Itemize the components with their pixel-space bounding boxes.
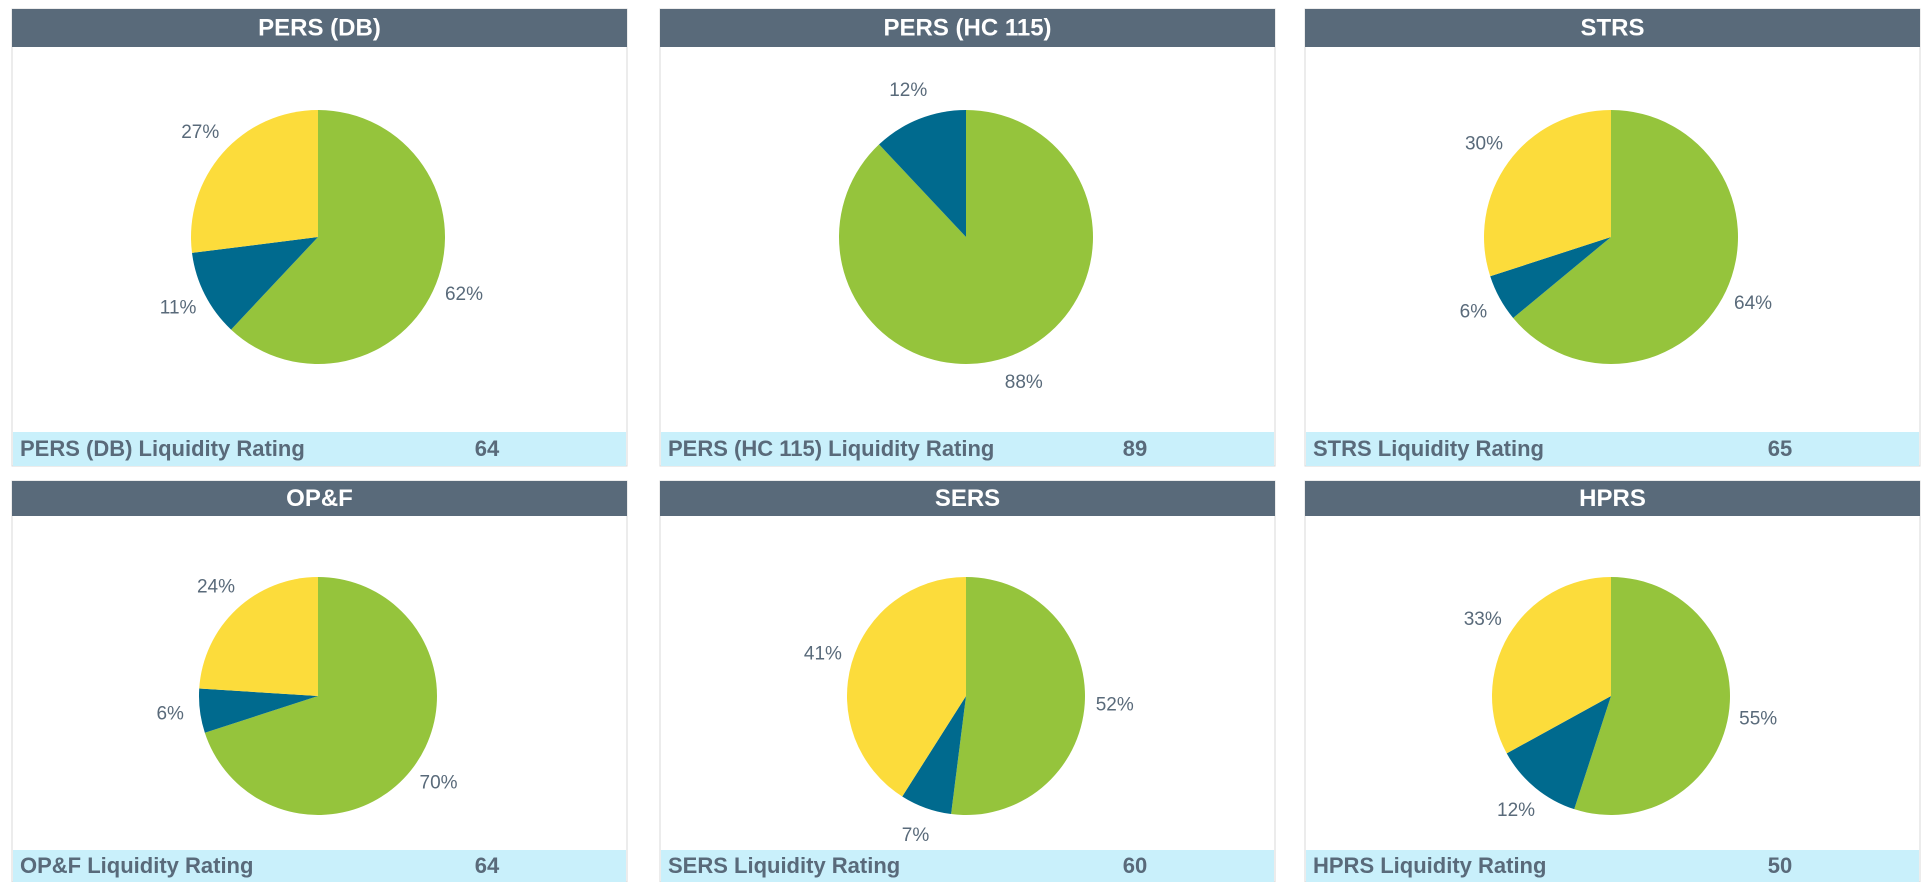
rating-bar: [661, 850, 1274, 882]
title-bar: [1305, 9, 1920, 47]
rating-label: STRS Liquidity Rating: [1313, 436, 1544, 461]
slice-label: 41%: [804, 643, 842, 664]
rating-label: PERS (DB) Liquidity Rating: [20, 436, 305, 461]
panel-title: PERS (DB): [258, 14, 381, 41]
rating-bar: [13, 432, 626, 466]
panel-title: PERS (HC 115): [883, 14, 1051, 41]
pie-slice: [1513, 110, 1739, 365]
slice-label: 30%: [1465, 134, 1503, 155]
rating-value: 64: [475, 853, 500, 878]
pie-slice: [231, 110, 445, 365]
rating-value: 65: [1768, 436, 1792, 461]
title-bar: [1305, 481, 1920, 516]
slice-label: 88%: [1005, 372, 1043, 393]
rating-value: 50: [1768, 853, 1792, 878]
pie-slice: [191, 110, 318, 253]
rating-label: SERS Liquidity Rating: [668, 853, 900, 878]
slice-label: 6%: [1460, 302, 1488, 323]
pie-slice: [1506, 696, 1611, 810]
panel-title: SERS: [935, 485, 1000, 512]
panel-title: OP&F: [286, 485, 353, 512]
pie-slice: [1484, 110, 1611, 277]
pie-slice: [204, 577, 438, 815]
rating-bar: [661, 432, 1274, 466]
pie-slice: [902, 696, 966, 815]
rating-label: OP&F Liquidity Rating: [20, 853, 253, 878]
panel-title: HPRS: [1579, 485, 1646, 512]
slice-label: 12%: [889, 80, 927, 101]
slice-label: 6%: [156, 704, 184, 725]
pie-slice: [1492, 577, 1611, 754]
title-bar: [12, 9, 627, 47]
slice-label: 55%: [1739, 708, 1777, 729]
pie-slice: [1490, 237, 1611, 318]
slice-label: 62%: [445, 284, 483, 305]
pie-slice: [847, 577, 966, 797]
pie-slice: [192, 237, 318, 330]
rating-bar: [1306, 850, 1919, 882]
rating-value: 64: [475, 436, 500, 461]
rating-bar: [13, 850, 626, 882]
rating-label: HPRS Liquidity Rating: [1313, 853, 1546, 878]
rating-label: PERS (HC 115) Liquidity Rating: [668, 436, 994, 461]
slice-label: 70%: [420, 773, 458, 794]
slice-label: 64%: [1734, 293, 1772, 314]
slice-label: 12%: [1497, 800, 1535, 821]
rating-value: 89: [1123, 436, 1147, 461]
slice-label: 33%: [1464, 609, 1502, 630]
slice-label: 11%: [160, 297, 197, 318]
pie-slice: [199, 577, 318, 696]
slice-label: 24%: [197, 576, 235, 597]
pie-slice: [951, 577, 1085, 815]
panel-title: STRS: [1580, 14, 1644, 41]
pie-slice: [879, 110, 966, 237]
title-bar: [660, 9, 1275, 47]
pie-slice: [1574, 577, 1731, 815]
pie-slice: [199, 688, 318, 733]
rating-bar: [1306, 432, 1919, 466]
slice-label: 52%: [1096, 694, 1134, 715]
rating-value: 60: [1123, 853, 1147, 878]
title-bar: [660, 481, 1275, 516]
title-bar: [12, 481, 627, 516]
slice-label: 7%: [902, 825, 930, 846]
slice-label: 27%: [181, 122, 219, 143]
